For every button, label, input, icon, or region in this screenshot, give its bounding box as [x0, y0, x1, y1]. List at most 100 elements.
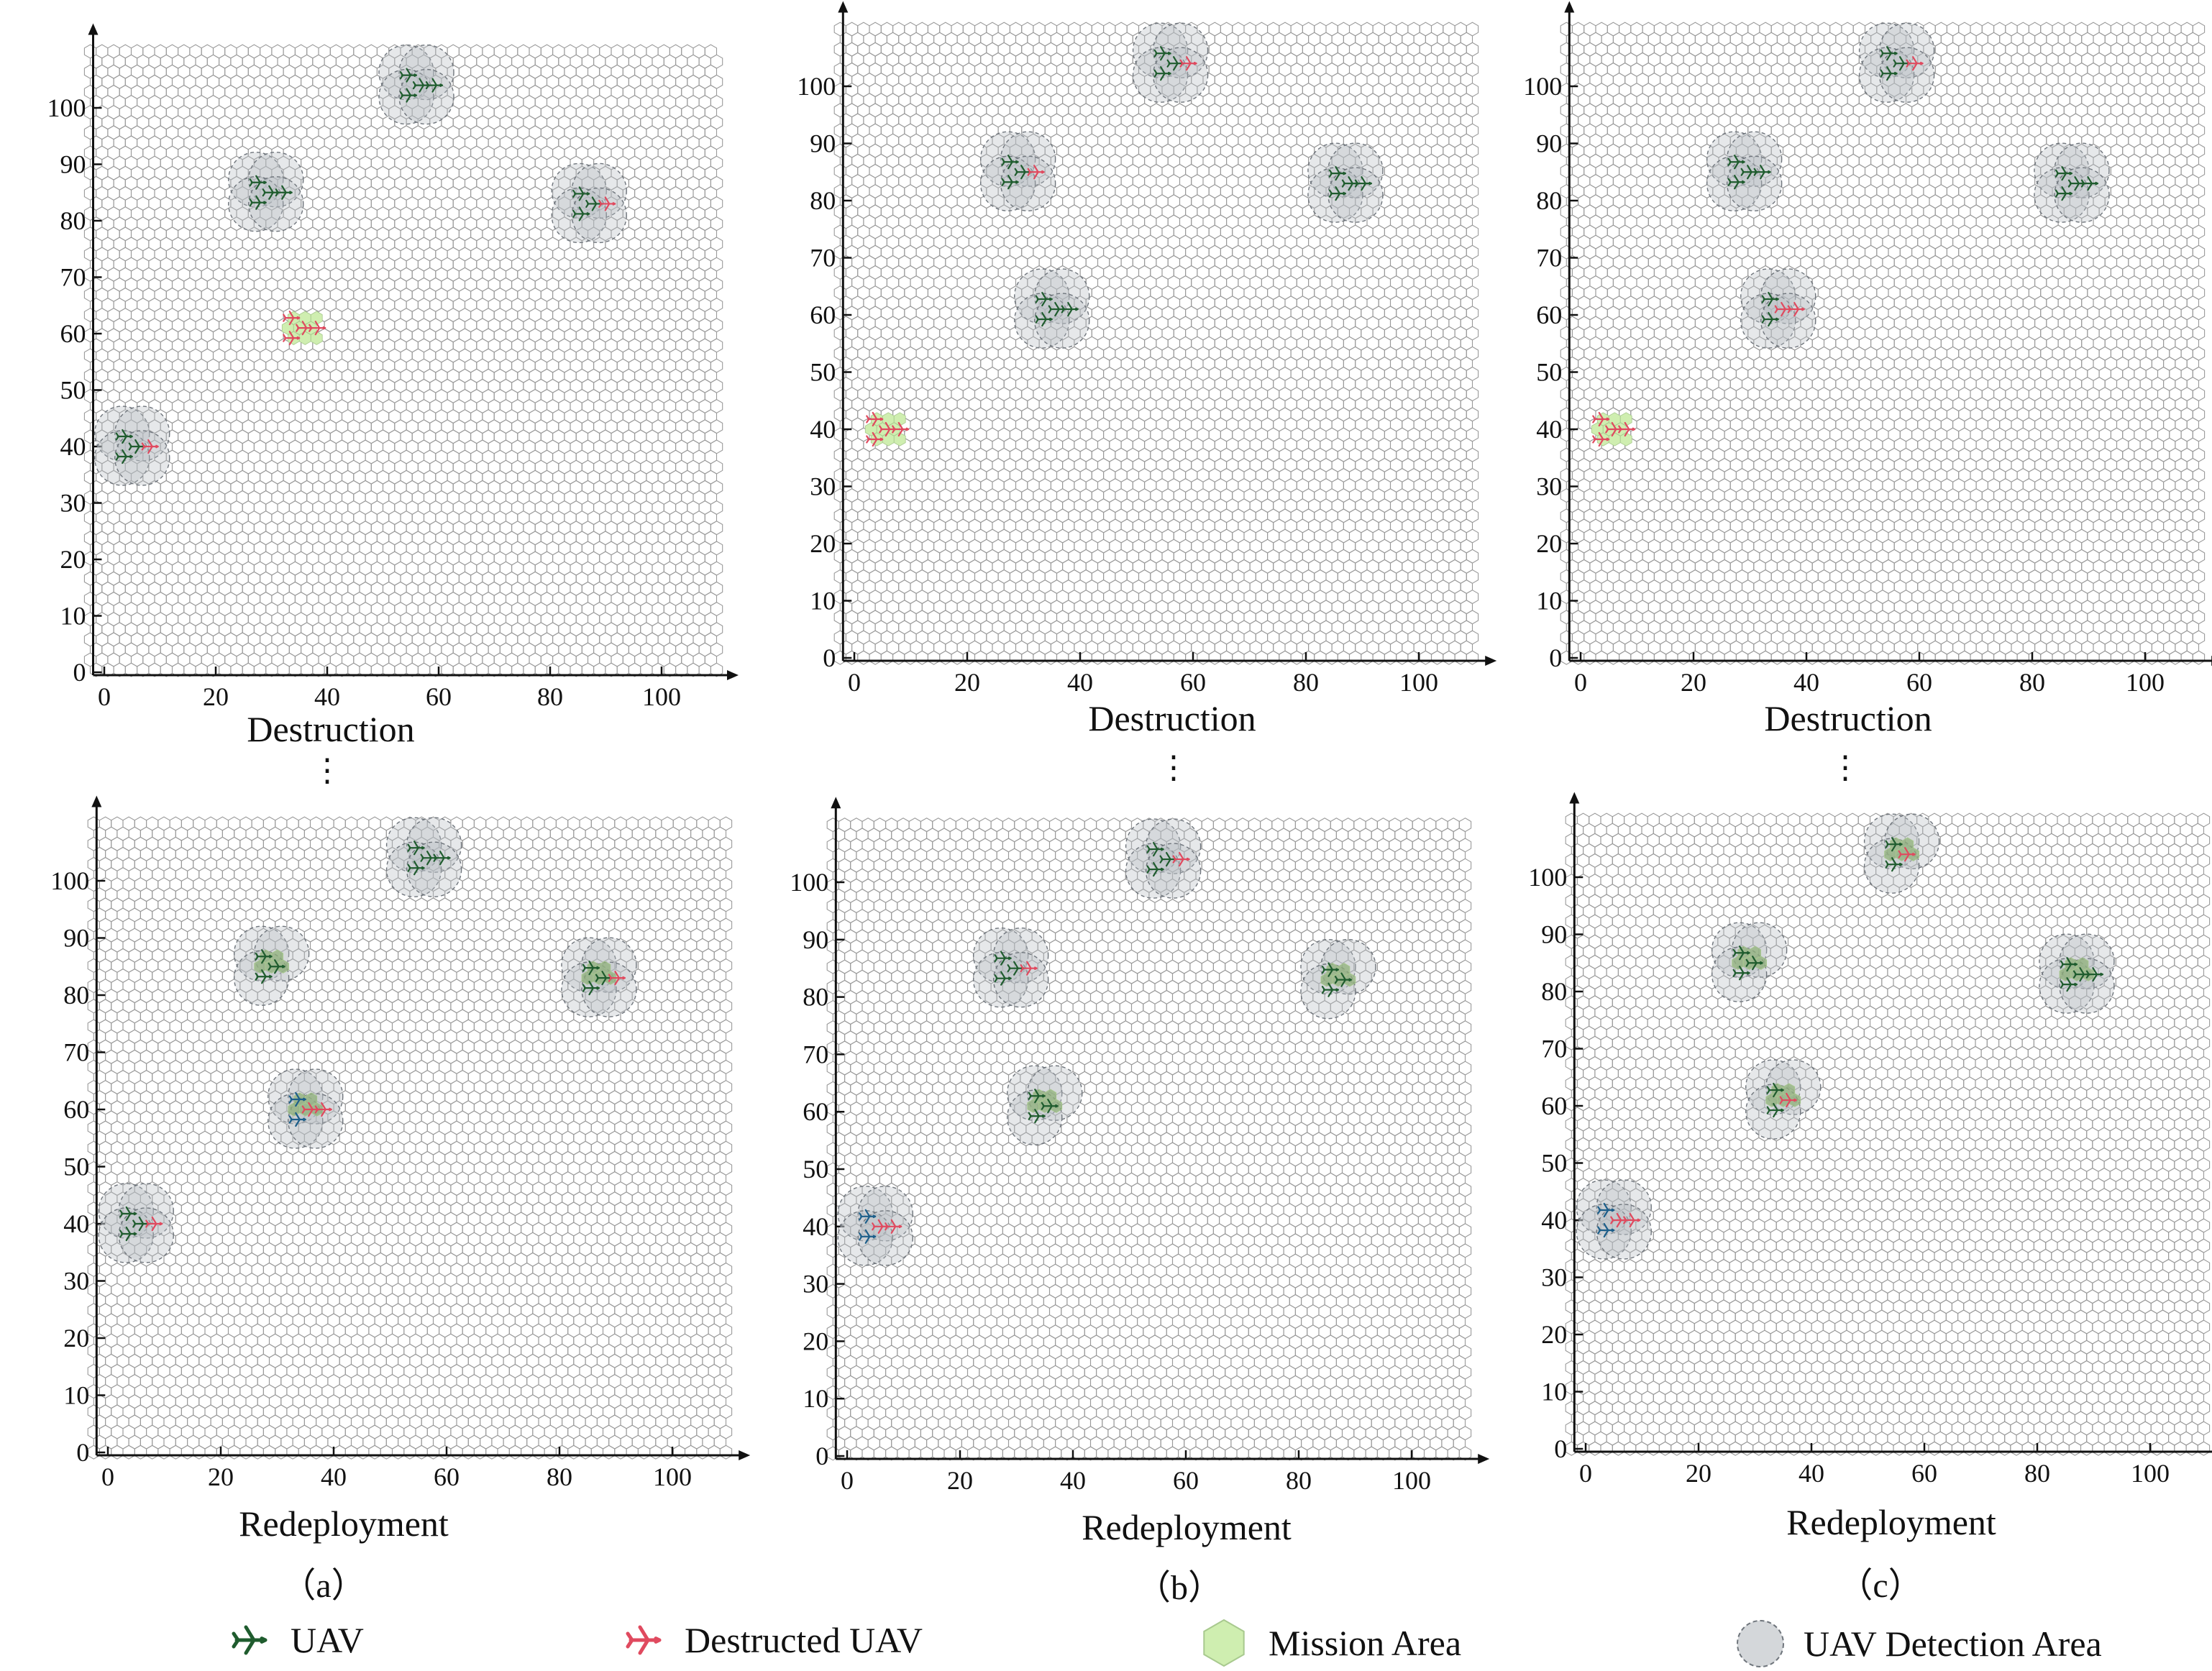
destructed-uav-icon: [314, 1102, 332, 1117]
y-tick-label: 80: [810, 186, 836, 215]
uav-icon: [1597, 1202, 1615, 1218]
uav-icon: [1766, 1082, 1784, 1098]
uav-icon: [1354, 176, 1373, 191]
uav-icon: [412, 78, 431, 93]
uav-cluster: [1300, 938, 1376, 1020]
y-tick-label: 0: [815, 1442, 828, 1470]
x-tick-label: 80: [537, 682, 563, 711]
uav-icon: [1166, 56, 1184, 71]
axes: 0 20 40 60 80 100 0 10 20 30 40 50 60 70 80 90 100: [797, 1, 1497, 697]
x-tick-label: 80: [547, 1462, 572, 1491]
y-tick-label: 50: [1536, 358, 1562, 387]
destructed-uav-icon: [1898, 847, 1916, 862]
x-tick-label: 60: [426, 682, 452, 711]
panel-c-redeployment: 0 20 40 60 80 100 0 10 20 30 40 50 60 70 80 90 100: [1496, 792, 2212, 1496]
uav-icon: [1880, 66, 1898, 81]
uav-cluster: [268, 1068, 344, 1149]
uav-icon: [1028, 1089, 1046, 1104]
destructed-uav-icon: [145, 1216, 163, 1232]
destructed-uav-icon: [1179, 56, 1197, 71]
uav-cluster: [1132, 22, 1209, 103]
destructed-uav-icon: [872, 1219, 890, 1234]
detection-area: [1740, 293, 1796, 349]
x-tick-label: 80: [1286, 1466, 1312, 1495]
y-tick-label: 60: [803, 1097, 828, 1126]
uav-cluster: [1591, 411, 1636, 447]
uav-icon: [2067, 176, 2086, 191]
uav-icon: [1727, 155, 1745, 170]
axes: 0 20 40 60 80 100 0 10 20 30 40 50 60 70 80 90 100: [1523, 1, 2212, 697]
legend-label-uav: UAV: [291, 1619, 364, 1661]
uav-icon: [1146, 861, 1164, 877]
mission-area-hex: [310, 331, 323, 345]
uav-icon: [1001, 155, 1019, 170]
uav-cluster: [2034, 142, 2110, 223]
uav-cluster: [1740, 268, 1816, 349]
y-tick-label: 100: [47, 93, 86, 122]
axes: 0 20 40 60 80 100 0 10 20 30 40 50 60 70 80 90 100: [790, 797, 1490, 1495]
y-tick-label: 30: [1536, 472, 1562, 501]
detection-area: [2054, 167, 2110, 223]
uav-icon: [115, 429, 133, 444]
uav-cluster: [1014, 268, 1090, 349]
x-tick-label: 20: [208, 1462, 234, 1491]
destructed-uav-icon: [885, 1219, 902, 1234]
y-tick-label: 80: [803, 983, 828, 1012]
y-tick-label: 70: [1536, 244, 1562, 273]
uav-icon: [994, 951, 1012, 966]
y-tick-label: 90: [60, 150, 86, 179]
uav-icon: [1153, 66, 1171, 81]
uav-icon: [1753, 165, 1771, 180]
y-tick-label: 20: [1541, 1320, 1567, 1349]
destructed-uav-icon: [1787, 301, 1805, 317]
uav-icon: [1028, 1109, 1046, 1124]
uav-icon: [1766, 1102, 1784, 1118]
x-tick-label: 60: [1173, 1466, 1199, 1495]
uav-icon: [2060, 977, 2078, 992]
x-tick-label: 40: [1799, 1459, 1824, 1488]
uav-icon: [119, 1226, 137, 1242]
y-tick-label: 40: [803, 1212, 828, 1241]
y-tick-label: 0: [73, 658, 86, 687]
uav-cluster: [98, 1183, 174, 1263]
uav-cluster: [1706, 131, 1783, 211]
uav-icon: [262, 185, 280, 200]
detection-area: [248, 176, 304, 232]
x-tick-label: 40: [1067, 668, 1093, 697]
uav-icon: [1732, 946, 1750, 961]
ellipsis-b: ⋮: [1158, 752, 1189, 784]
uav-icon: [420, 851, 438, 866]
uav-icon: [249, 175, 267, 190]
panel-a-destruction: 0 20 40 60 80 100 0 10 20 30 40 50 60 70 80 90 100: [14, 14, 748, 711]
destructed-uav-icon: [879, 421, 897, 437]
x-tick-label: 100: [2126, 668, 2165, 697]
uav-icon: [268, 959, 285, 974]
detection-area: [992, 951, 1049, 1008]
uav-icon: [859, 1209, 877, 1224]
detection-area: [1000, 155, 1056, 211]
destructed-uav-icon: [1592, 411, 1610, 427]
chart-c-bottom: 0 20 40 60 80 100 0 10 20 30 40 50 60 70 80 90 100: [1528, 792, 2212, 1488]
hex-grid: [1560, 22, 2206, 665]
y-tick-label: 10: [1541, 1378, 1567, 1406]
panel-letter-a: （a）: [281, 1557, 365, 1607]
uav-icon: [433, 851, 451, 866]
detection-area: [1125, 843, 1182, 899]
y-tick-label: 30: [1541, 1263, 1567, 1292]
x-tick-label: 100: [2131, 1459, 2170, 1488]
y-tick-label: 90: [810, 129, 836, 158]
detection-area: [979, 155, 1036, 211]
detection-area: [551, 187, 607, 244]
x-tick-label: 0: [98, 682, 111, 711]
x-tick-label: 0: [848, 668, 861, 697]
chart-a-bottom: 0 20 40 60 80 100 0 10 20 30 40 50 60 70 80 90 100: [50, 795, 751, 1491]
y-tick-label: 100: [50, 866, 89, 895]
y-tick-label: 70: [803, 1040, 828, 1068]
y-tick-label: 100: [1528, 863, 1567, 892]
uav-icon: [275, 185, 293, 200]
destructed-uav-icon: [1592, 431, 1610, 447]
uav-icon: [2055, 186, 2073, 201]
uav-cluster: [1863, 813, 1940, 894]
uav-icon: [1334, 972, 1353, 987]
y-tick-label: 40: [63, 1209, 89, 1238]
